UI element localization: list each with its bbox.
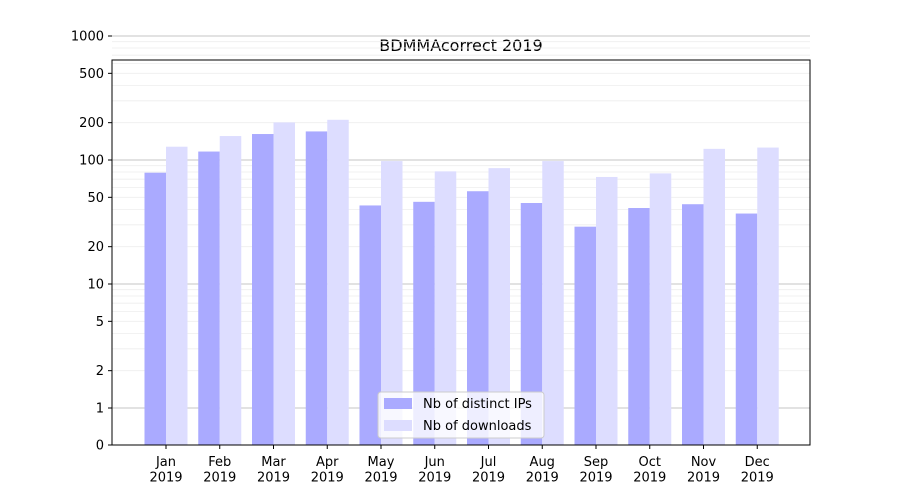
y-tick-label: 2 [96, 364, 104, 379]
legend-label: Nb of distinct IPs [423, 397, 532, 412]
x-tick-label: Feb 2019 [203, 455, 236, 486]
y-tick-label: 50 [87, 191, 104, 206]
bar-distinct-ips [252, 134, 274, 445]
y-tick-label: 1000 [71, 30, 104, 45]
bar-downloads [488, 168, 510, 445]
x-tick-label: Aug 2019 [526, 455, 559, 486]
y-tick-label: 200 [79, 116, 104, 131]
bar-distinct-ips [628, 208, 650, 445]
bar-distinct-ips [467, 191, 489, 445]
bar-downloads [381, 161, 403, 446]
legend: Nb of distinct IPs Nb of downloads [377, 391, 545, 439]
x-tick-label: May 2019 [364, 455, 397, 486]
x-tick-label: Jan 2019 [149, 455, 182, 486]
x-tick-label: Jun 2019 [418, 455, 451, 486]
bar-distinct-ips [413, 201, 435, 445]
x-tick-label: Nov 2019 [687, 455, 720, 486]
legend-label: Nb of downloads [423, 419, 532, 434]
y-tick-label: 0 [96, 439, 104, 454]
bar-downloads [327, 119, 349, 446]
x-tick-label: Sep 2019 [579, 455, 612, 486]
x-tick-label: Jul 2019 [472, 455, 505, 486]
bar-downloads [703, 148, 725, 446]
x-tick-label: Apr 2019 [311, 455, 344, 486]
x-tick-label: Oct 2019 [633, 455, 666, 486]
legend-box [377, 391, 545, 439]
plot-frame [111, 59, 811, 446]
bar-distinct-ips [359, 205, 381, 445]
x-tick-label: Dec 2019 [741, 455, 774, 486]
y-axis-ticks: 0 1 2 5 10 20 50 100 200 500 1000 [71, 30, 112, 454]
bar-distinct-ips [520, 203, 543, 445]
y-tick-label: 10 [87, 278, 104, 293]
bar-distinct-ips [144, 172, 166, 445]
y-tick-label: 5 [96, 315, 104, 330]
bar-downloads [542, 161, 564, 446]
bar-downloads [596, 176, 618, 445]
bar-downloads [649, 173, 672, 446]
bar-distinct-ips [574, 226, 596, 445]
bar-distinct-ips [198, 151, 220, 445]
y-tick-label: 1 [96, 402, 104, 417]
bar-distinct-ips [305, 131, 328, 446]
bar-downloads [166, 146, 188, 445]
bar-downloads [757, 147, 779, 445]
bar-downloads [434, 171, 457, 446]
legend-swatch [384, 398, 412, 409]
bar-downloads [273, 122, 295, 445]
x-tick-label: Mar 2019 [257, 455, 290, 486]
bar-distinct-ips [735, 213, 758, 445]
chart-title: BDMMAcorrect 2019 [379, 36, 542, 55]
bar-downloads [219, 136, 242, 445]
y-tick-label: 500 [79, 67, 104, 82]
bars [144, 119, 779, 446]
legend-swatch [384, 420, 412, 431]
y-tick-label: 100 [79, 154, 104, 169]
x-axis-ticks: Jan 2019 Feb 2019 Mar 2019 Apr 2019 May 2019 Jun 20… [149, 445, 774, 486]
y-tick-label: 20 [87, 240, 104, 255]
bar-distinct-ips [682, 204, 704, 445]
